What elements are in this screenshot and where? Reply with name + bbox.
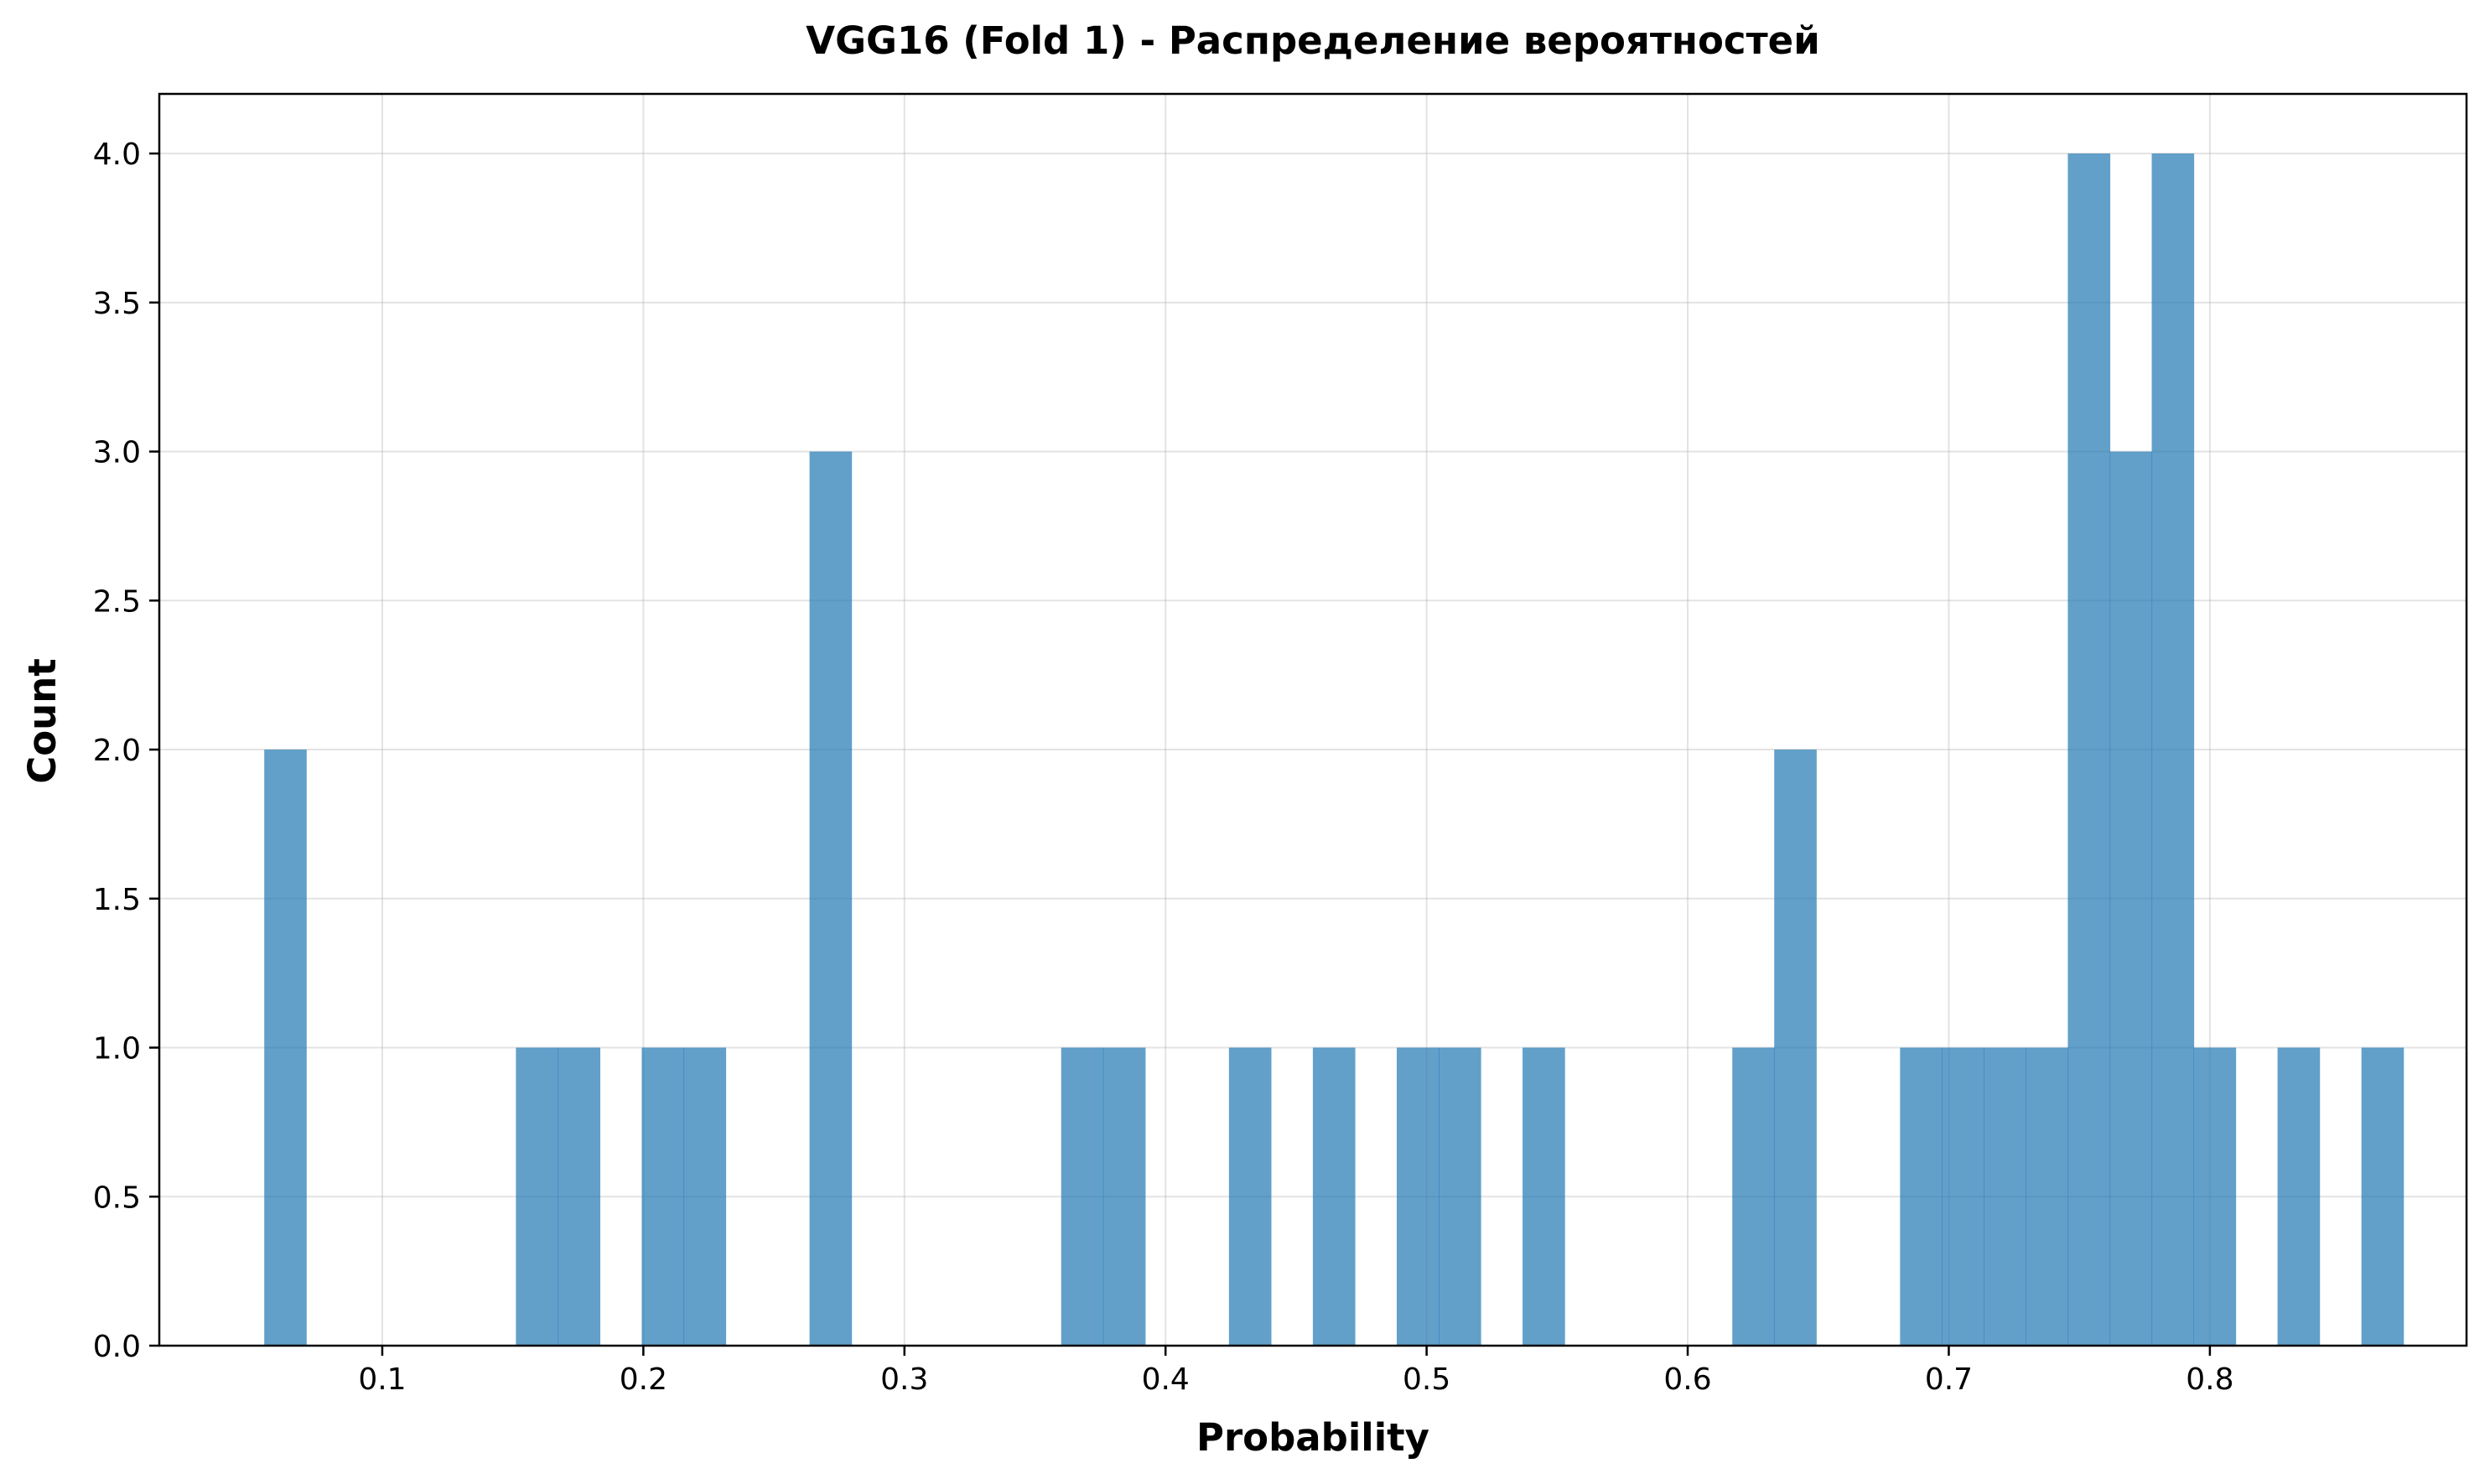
histogram-bar — [1732, 1047, 1775, 1346]
y-tick-label: 2.5 — [93, 584, 141, 619]
histogram-bar — [2151, 153, 2195, 1346]
y-tick-label: 4.0 — [93, 138, 141, 172]
histogram-bar — [2277, 1047, 2321, 1346]
histogram-bar — [2193, 1047, 2237, 1346]
histogram-bar — [1984, 1047, 2027, 1346]
y-tick-label: 0.5 — [93, 1180, 141, 1215]
x-tick-label: 0.3 — [880, 1362, 928, 1397]
histogram-bar — [1523, 1047, 1565, 1346]
chart-title: VGG16 (Fold 1) - Распределение вероятнос… — [806, 18, 1820, 63]
y-tick-label: 3.0 — [93, 436, 141, 470]
histogram-bar — [1312, 1047, 1356, 1346]
histogram-bar — [683, 1047, 727, 1346]
x-tick-label: 0.8 — [2186, 1362, 2233, 1397]
x-tick-label: 0.6 — [1663, 1362, 1711, 1397]
histogram-bar — [1942, 1047, 1984, 1346]
histogram-bar — [1102, 1047, 1146, 1346]
histogram-bar — [1228, 1047, 1272, 1346]
x-tick-label: 0.2 — [620, 1362, 667, 1397]
x-axis-label: Probability — [1196, 1415, 1429, 1460]
y-tick-label: 3.5 — [93, 287, 141, 321]
y-tick-label: 1.0 — [93, 1032, 141, 1066]
y-tick-label: 1.5 — [93, 883, 141, 917]
histogram-bar — [641, 1047, 685, 1346]
histogram-bar — [1061, 1047, 1104, 1346]
histogram-bar — [1900, 1047, 1943, 1346]
histogram-bar — [558, 1047, 601, 1346]
y-tick-label: 2.0 — [93, 734, 141, 768]
y-axis-ticks: 0.0 0.5 1.0 1.5 2.0 2.5 3.0 3.5 4.0 — [93, 138, 159, 1364]
histogram-bar — [809, 451, 853, 1346]
x-tick-label: 0.4 — [1142, 1362, 1190, 1397]
histogram-bar — [2361, 1047, 2404, 1346]
histogram-bar — [1396, 1047, 1440, 1346]
x-tick-label: 0.1 — [358, 1362, 406, 1397]
histogram-bar — [264, 750, 307, 1346]
y-tick-label: 0.0 — [93, 1330, 141, 1364]
x-tick-label: 0.5 — [1403, 1362, 1450, 1397]
plot-frame — [158, 92, 2468, 1347]
x-axis-ticks: 0.1 0.2 0.3 0.4 0.5 0.6 0.7 0.8 — [358, 1346, 2234, 1397]
histogram-bar — [1774, 750, 1817, 1346]
y-axis-label: Count — [20, 658, 65, 784]
x-tick-label: 0.7 — [1925, 1362, 1973, 1397]
histogram-bar — [2109, 451, 2153, 1346]
histogram-bar — [2026, 1047, 2069, 1346]
histogram-bar — [1439, 1047, 1481, 1346]
histogram-bars — [264, 153, 2404, 1346]
histogram-bar — [2067, 153, 2111, 1346]
histogram-bar — [516, 1047, 558, 1346]
